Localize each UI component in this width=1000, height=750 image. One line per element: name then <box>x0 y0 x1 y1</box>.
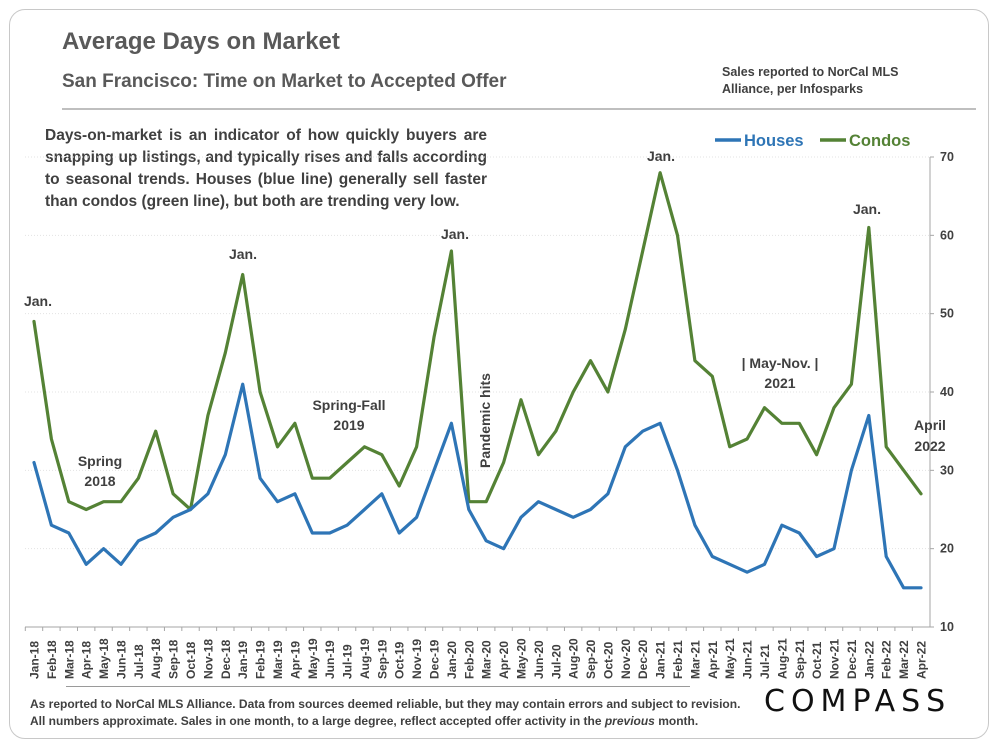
x-tick-label-jan-20: Jan-20 <box>445 641 459 679</box>
y-tick-label-50: 50 <box>940 307 954 321</box>
x-tick-label-jul-20: Jul-20 <box>549 644 563 679</box>
slide-frame <box>9 9 989 739</box>
annotation-april22-b: 2022 <box>914 438 945 454</box>
x-tick-label-nov-21: Nov-21 <box>828 639 842 679</box>
x-tick-label-dec-21: Dec-21 <box>845 639 859 679</box>
y-tick-label-20: 20 <box>940 542 954 556</box>
x-tick-label-jul-21: Jul-21 <box>758 644 772 679</box>
x-tick-label-aug-18: Aug-18 <box>149 638 163 679</box>
annotation-pandemic: Pandemic hits <box>477 373 493 468</box>
x-tick-label-sep-19: Sep-19 <box>375 639 389 679</box>
x-tick-label-dec-20: Dec-20 <box>636 639 650 679</box>
x-tick-label-jun-18: Jun-18 <box>114 640 128 679</box>
x-tick-label-jun-21: Jun-21 <box>741 640 755 679</box>
x-tick-label-mar-20: Mar-20 <box>480 640 494 679</box>
x-tick-label-feb-21: Feb-21 <box>671 640 685 679</box>
annotation-jan22: Jan. <box>853 201 881 217</box>
series-line-houses <box>32 382 923 590</box>
footnote-line-2-b: month. <box>658 714 699 728</box>
y-tick-label-70: 70 <box>940 150 954 164</box>
y-tick-label-30: 30 <box>940 463 954 477</box>
annotation-spring18-a: Spring <box>78 453 122 469</box>
header-divider <box>62 108 976 110</box>
x-tick-label-mar-21: Mar-21 <box>688 640 702 679</box>
x-tick-label-nov-19: Nov-19 <box>410 639 424 679</box>
x-tick-label-jan-18: Jan-18 <box>28 641 42 679</box>
footnote-line-2-a: All numbers approximate. Sales in one mo… <box>30 714 602 728</box>
x-tick-labels: Jan-18 Feb-18 Mar-18 Apr-18 May-18 Jun-18 Jul-… <box>24 627 929 679</box>
x-tick-label-may-20: May-20 <box>514 638 528 679</box>
x-tick-label-dec-19: Dec-19 <box>428 639 442 679</box>
series-line-condos <box>32 171 923 512</box>
x-tick-label-may-18: May-18 <box>97 638 111 679</box>
x-tick-label-feb-19: Feb-19 <box>254 640 268 679</box>
x-tick-label-mar-19: Mar-19 <box>271 640 285 679</box>
x-tick-label-jan-21: Jan-21 <box>654 641 668 679</box>
source-note: Sales reported to NorCal MLS Alliance, p… <box>722 64 902 98</box>
chart-title: Average Days on Market <box>62 28 340 55</box>
x-tick-label-feb-18: Feb-18 <box>45 640 59 679</box>
annotation-jan19: Jan. <box>229 246 257 262</box>
x-tick-label-apr-21: Apr-21 <box>706 641 720 679</box>
x-tick-label-oct-21: Oct-21 <box>810 641 824 679</box>
annotation-spring18-b: 2018 <box>84 473 115 489</box>
x-tick-label-sep-18: Sep-18 <box>167 639 181 679</box>
x-tick-label-jul-19: Jul-19 <box>341 644 355 679</box>
annotation-jan20: Jan. <box>441 226 469 242</box>
x-tick-label-may-21: May-21 <box>723 638 737 679</box>
y-tick-label-60: 60 <box>940 228 954 242</box>
annotation-jan21: Jan. <box>647 148 675 164</box>
annotation-springfall19-b: 2019 <box>333 417 364 433</box>
legend: Houses Condos <box>715 132 910 150</box>
x-tick-label-jul-18: Jul-18 <box>132 644 146 679</box>
source-line-1: Sales reported to NorCal MLS <box>722 65 899 79</box>
source-line-2: Alliance, per Infosparks <box>722 82 864 96</box>
annotation-april22-a: April <box>914 417 946 433</box>
x-tick-label-aug-21: Aug-21 <box>775 638 789 679</box>
chart-subtitle: San Francisco: Time on Market to Accepte… <box>62 71 507 92</box>
footnote-divider <box>66 686 690 687</box>
annotation-jan18: Jan. <box>24 293 52 309</box>
legend-label-houses: Houses <box>744 132 804 150</box>
footnote: As reported to NorCal MLS Alliance. Data… <box>30 696 740 730</box>
footnote-line-2: All numbers approximate. Sales in one mo… <box>30 713 740 730</box>
legend-label-condos: Condos <box>849 132 910 150</box>
x-tick-label-apr-18: Apr-18 <box>80 641 94 679</box>
x-tick-label-jan-22: Jan-22 <box>862 641 876 679</box>
x-tick-label-apr-20: Apr-20 <box>497 641 511 679</box>
x-tick-label-sep-20: Sep-20 <box>584 639 598 679</box>
x-tick-label-feb-20: Feb-20 <box>462 640 476 679</box>
x-tick-label-may-19: May-19 <box>306 638 320 679</box>
chart-description: Days-on-market is an indicator of how qu… <box>45 127 487 210</box>
annotation-maynov21-b: 2021 <box>764 375 795 391</box>
footnote-line-1: As reported to NorCal MLS Alliance. Data… <box>30 697 741 711</box>
x-tick-label-mar-18: Mar-18 <box>62 640 76 679</box>
x-tick-label-nov-18: Nov-18 <box>201 639 215 679</box>
x-tick-label-jun-20: Jun-20 <box>532 640 546 679</box>
x-tick-label-sep-21: Sep-21 <box>793 639 807 679</box>
x-tick-label-aug-19: Aug-19 <box>358 638 372 679</box>
x-tick-label-mar-22: Mar-22 <box>897 640 911 679</box>
annotation-springfall19-a: Spring-Fall <box>312 397 385 413</box>
x-tick-label-dec-18: Dec-18 <box>219 639 233 679</box>
y-tick-label-40: 40 <box>940 385 954 399</box>
x-tick-label-oct-18: Oct-18 <box>184 641 198 679</box>
x-tick-label-jan-19: Jan-19 <box>236 641 250 679</box>
x-tick-label-jun-19: Jun-19 <box>323 640 337 679</box>
annotation-maynov21-a: | May-Nov. | <box>742 355 819 371</box>
x-tick-label-apr-22: Apr-22 <box>915 641 929 679</box>
compass-logo: COMPASS <box>764 684 952 719</box>
y-tick-label-10: 10 <box>940 620 954 634</box>
x-tick-label-apr-19: Apr-19 <box>288 641 302 679</box>
x-tick-label-oct-19: Oct-19 <box>393 641 407 679</box>
x-tick-label-nov-20: Nov-20 <box>619 639 633 679</box>
footnote-line-2-em: previous <box>604 714 655 728</box>
x-tick-label-oct-20: Oct-20 <box>601 641 615 679</box>
x-tick-label-aug-20: Aug-20 <box>567 638 581 679</box>
x-tick-label-feb-22: Feb-22 <box>880 640 894 679</box>
